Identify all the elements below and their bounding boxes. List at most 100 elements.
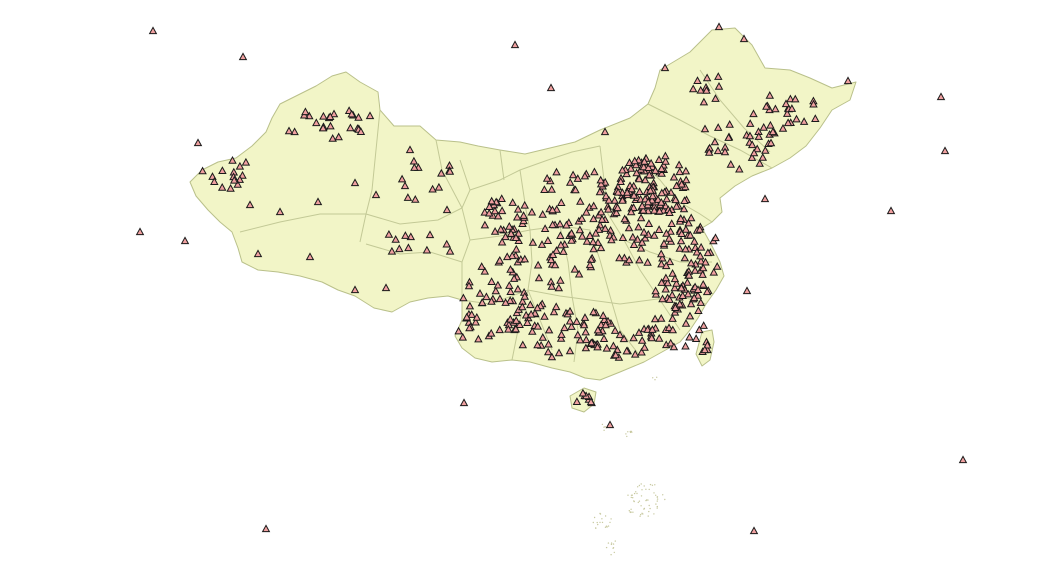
station-marker	[356, 127, 366, 135]
station-marker	[739, 34, 749, 43]
station-marker	[646, 158, 656, 167]
island-dot	[612, 547, 615, 549]
station-marker	[639, 162, 648, 171]
station-marker	[510, 40, 520, 49]
station-marker	[493, 280, 503, 289]
station-marker	[643, 197, 653, 206]
station-marker	[627, 184, 637, 193]
station-marker	[511, 233, 521, 241]
station-marker	[665, 295, 674, 303]
station-marker	[596, 175, 605, 184]
station-marker	[548, 220, 557, 229]
island-dot	[605, 546, 608, 549]
island-dot	[609, 521, 611, 524]
station-marker	[459, 398, 469, 407]
island-dot	[648, 488, 650, 491]
station-marker	[611, 350, 620, 359]
station-marker	[428, 184, 437, 193]
station-marker	[640, 157, 649, 165]
station-marker	[713, 123, 723, 131]
station-marker	[533, 303, 542, 312]
station-marker	[193, 138, 203, 147]
island-dot	[649, 507, 651, 510]
station-marker	[326, 121, 335, 130]
station-marker	[619, 334, 629, 343]
island-dot	[637, 486, 639, 488]
station-marker	[703, 340, 712, 349]
station-marker	[693, 291, 703, 299]
station-marker	[576, 197, 585, 205]
station-marker	[694, 306, 703, 314]
station-marker	[636, 243, 646, 252]
station-marker	[301, 107, 310, 116]
island-dot	[592, 521, 594, 524]
station-marker	[238, 52, 248, 61]
station-marker	[533, 260, 543, 269]
station-marker	[783, 118, 793, 127]
station-marker	[148, 26, 158, 35]
station-marker	[610, 326, 620, 334]
station-marker	[663, 278, 672, 287]
station-marker	[425, 230, 435, 239]
station-marker	[599, 334, 609, 342]
station-marker	[760, 194, 770, 203]
station-marker	[709, 267, 719, 276]
station-marker	[575, 335, 585, 344]
station-marker	[615, 330, 625, 339]
island-dot	[641, 512, 643, 514]
station-marker	[677, 179, 686, 188]
station-marker	[665, 208, 674, 216]
station-marker	[547, 281, 556, 290]
station-marker	[548, 205, 557, 214]
station-marker	[690, 236, 699, 245]
station-marker	[747, 140, 757, 149]
station-marker	[509, 274, 519, 282]
station-marker	[681, 319, 691, 327]
station-marker	[640, 175, 650, 184]
station-marker	[661, 284, 670, 293]
station-marker	[680, 196, 689, 204]
station-marker	[710, 137, 720, 146]
station-marker	[313, 197, 323, 206]
station-marker	[397, 174, 407, 183]
station-marker	[526, 309, 536, 318]
station-marker	[549, 307, 559, 316]
station-marker	[556, 231, 565, 239]
station-marker	[497, 237, 507, 246]
station-marker	[409, 156, 419, 165]
station-marker	[505, 281, 514, 289]
station-marker	[626, 207, 636, 216]
island-dot	[593, 516, 596, 519]
station-marker	[437, 168, 446, 177]
station-marker	[701, 257, 710, 266]
station-marker	[645, 170, 654, 179]
island-dot	[628, 510, 630, 512]
station-marker	[657, 278, 666, 286]
station-marker	[691, 334, 701, 342]
station-marker	[720, 147, 730, 156]
station-marker	[405, 145, 415, 154]
island-dot	[629, 431, 632, 434]
station-marker	[581, 343, 591, 352]
station-marker	[647, 333, 656, 342]
station-marker	[570, 264, 580, 273]
station-marker	[755, 159, 764, 167]
station-marker	[786, 94, 795, 103]
station-marker	[681, 244, 690, 253]
station-marker	[560, 323, 569, 332]
station-marker	[556, 240, 566, 249]
island-dot	[604, 515, 607, 517]
station-marker	[726, 159, 736, 168]
island-dot	[656, 496, 659, 498]
island-dot	[655, 503, 657, 505]
station-marker	[198, 166, 207, 175]
station-marker	[579, 320, 589, 329]
station-marker	[696, 256, 706, 265]
station-marker	[670, 283, 679, 292]
station-marker	[253, 249, 263, 258]
island-dot	[603, 429, 605, 431]
station-marker	[290, 127, 299, 136]
island-dot	[601, 521, 604, 524]
station-marker	[782, 109, 792, 117]
station-marker	[381, 283, 391, 292]
